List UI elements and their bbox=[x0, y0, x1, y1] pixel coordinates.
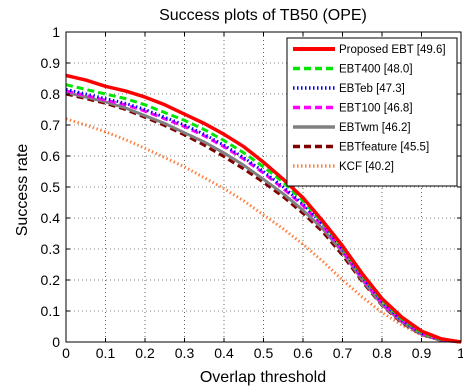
series-line-6 bbox=[65, 117, 462, 344]
x-tick-label: 0.5 bbox=[254, 345, 274, 361]
y-tick-label: 0.4 bbox=[41, 210, 61, 226]
legend-label: Proposed EBT [49.6] bbox=[339, 44, 446, 56]
y-axis-label: Success rate bbox=[14, 144, 31, 237]
legend-label: EBTeb [47.3] bbox=[339, 83, 405, 95]
x-tick-label: 0.9 bbox=[412, 345, 432, 361]
x-tick-label: 0.8 bbox=[372, 345, 392, 361]
x-tick-label: 0.6 bbox=[293, 345, 313, 361]
y-tick-label: 0.5 bbox=[41, 179, 61, 195]
x-axis-ticks: 0 0.1 0.2 0.3 0.4 0.5 0.6 0.7 0.8 0.9 1 bbox=[62, 32, 463, 361]
y-tick-label: 0.3 bbox=[41, 241, 61, 257]
y-tick-label: 0.7 bbox=[41, 117, 61, 133]
x-tick-label: 0.7 bbox=[333, 345, 353, 361]
legend: Proposed EBT [49.6] EBT400 [48.0] EBTeb [4… bbox=[286, 37, 458, 187]
chart-title: Success plots of TB50 (OPE) bbox=[159, 7, 367, 24]
x-tick-label: 0 bbox=[62, 345, 70, 361]
legend-box bbox=[286, 37, 458, 187]
legend-label: EBTwm [46.2] bbox=[339, 122, 411, 134]
legend-label: EBT400 [48.0] bbox=[339, 64, 413, 76]
legend-label: EBT100 [46.8] bbox=[339, 103, 413, 115]
plot-series bbox=[65, 73, 462, 344]
legend-label: KCF [40.2] bbox=[339, 161, 394, 173]
y-tick-label: 0.1 bbox=[41, 303, 61, 319]
y-tick-label: 0.6 bbox=[41, 148, 61, 164]
series-line-0 bbox=[65, 73, 462, 344]
x-tick-label: 0.1 bbox=[96, 345, 116, 361]
x-tick-label: 1 bbox=[457, 345, 463, 361]
legend-label: EBTfeature [45.5] bbox=[339, 142, 429, 154]
x-axis-label: Overlap threshold bbox=[200, 369, 326, 386]
x-tick-label: 0.2 bbox=[135, 345, 155, 361]
y-tick-label: 0.2 bbox=[41, 272, 61, 288]
y-tick-label: 0 bbox=[52, 334, 60, 350]
x-tick-label: 0.4 bbox=[214, 345, 234, 361]
y-tick-label: 1 bbox=[52, 24, 60, 40]
x-tick-label: 0.3 bbox=[175, 345, 195, 361]
y-tick-label: 0.8 bbox=[41, 86, 61, 102]
y-axis-ticks: 0 0.1 0.2 0.3 0.4 0.5 0.6 0.7 0.8 0.9 1 bbox=[41, 24, 461, 350]
y-tick-label: 0.9 bbox=[41, 55, 61, 71]
